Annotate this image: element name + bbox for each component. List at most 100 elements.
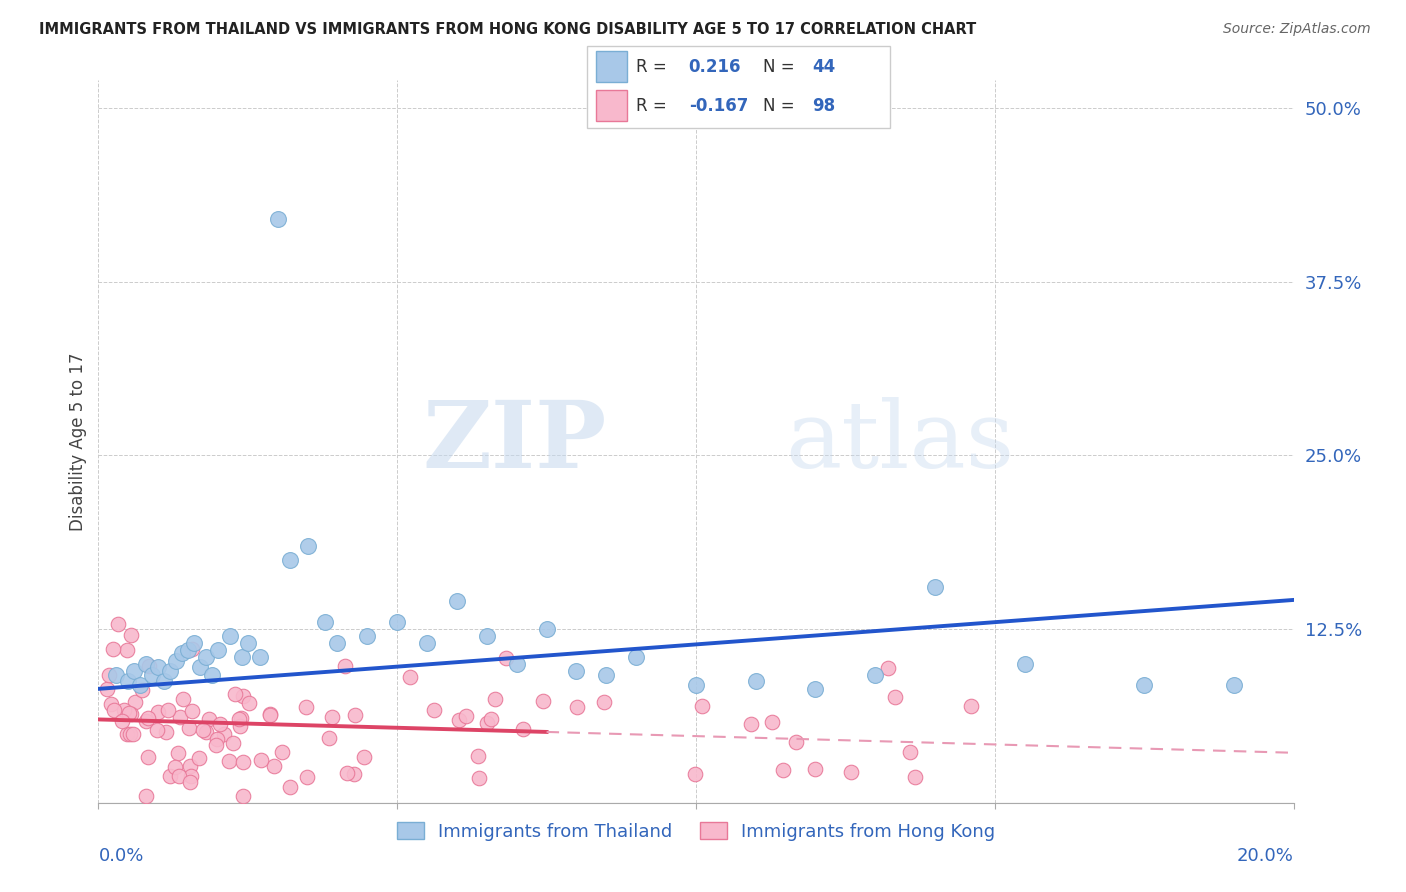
Point bbox=[141, 668, 163, 682]
Text: -0.167: -0.167 bbox=[689, 96, 748, 114]
Point bbox=[278, 552, 301, 566]
Point bbox=[179, 758, 201, 772]
Point bbox=[321, 710, 343, 724]
Point bbox=[98, 668, 121, 682]
Point bbox=[179, 775, 201, 789]
Point bbox=[683, 767, 706, 781]
Point bbox=[804, 762, 827, 776]
Text: 20.0%: 20.0% bbox=[1237, 847, 1294, 865]
Point bbox=[315, 615, 337, 630]
Point bbox=[531, 694, 554, 708]
Point bbox=[690, 698, 713, 713]
Point bbox=[399, 670, 422, 684]
Point bbox=[159, 770, 181, 784]
Point bbox=[120, 707, 142, 722]
Point bbox=[785, 735, 807, 749]
Point bbox=[761, 715, 783, 730]
Point bbox=[222, 736, 245, 750]
Point bbox=[267, 212, 290, 227]
Point bbox=[876, 660, 898, 674]
Point bbox=[333, 659, 356, 673]
Point bbox=[229, 711, 252, 725]
Point bbox=[1014, 657, 1036, 671]
Point bbox=[231, 649, 253, 664]
Point bbox=[115, 727, 138, 741]
Point bbox=[135, 789, 157, 803]
Point bbox=[194, 725, 217, 739]
Point bbox=[841, 765, 863, 780]
Text: 0.0%: 0.0% bbox=[98, 847, 143, 865]
Point bbox=[595, 668, 617, 682]
Point bbox=[169, 709, 191, 723]
Text: IMMIGRANTS FROM THAILAND VS IMMIGRANTS FROM HONG KONG DISABILITY AGE 5 TO 17 COR: IMMIGRANTS FROM THAILAND VS IMMIGRANTS F… bbox=[39, 22, 977, 37]
Point bbox=[772, 764, 794, 778]
Point bbox=[343, 708, 366, 723]
Point bbox=[959, 699, 981, 714]
Point bbox=[224, 687, 246, 701]
Point bbox=[181, 704, 204, 718]
Point bbox=[536, 622, 558, 636]
Point bbox=[297, 539, 319, 553]
Text: Source: ZipAtlas.com: Source: ZipAtlas.com bbox=[1223, 22, 1371, 37]
Point bbox=[446, 594, 468, 608]
Point bbox=[172, 692, 194, 706]
Point bbox=[205, 732, 228, 747]
Point bbox=[740, 717, 762, 731]
Point bbox=[219, 629, 242, 643]
Point bbox=[115, 642, 138, 657]
Point bbox=[117, 673, 139, 688]
Point bbox=[295, 699, 318, 714]
Text: ZIP: ZIP bbox=[422, 397, 606, 486]
Point bbox=[165, 760, 187, 774]
Point bbox=[198, 712, 221, 726]
Point bbox=[100, 697, 122, 711]
Point bbox=[136, 711, 159, 725]
Point bbox=[180, 641, 202, 656]
Point bbox=[326, 636, 349, 650]
Point bbox=[278, 780, 301, 795]
Text: 98: 98 bbox=[813, 96, 835, 114]
Point bbox=[165, 654, 187, 668]
Point bbox=[172, 646, 194, 660]
Point bbox=[118, 706, 141, 721]
Point bbox=[238, 696, 260, 710]
Point bbox=[120, 727, 142, 741]
Point bbox=[135, 714, 157, 728]
Point bbox=[120, 628, 142, 642]
Point bbox=[122, 727, 145, 741]
Point bbox=[565, 700, 588, 714]
Text: 0.216: 0.216 bbox=[689, 58, 741, 76]
Point bbox=[250, 753, 273, 767]
Point bbox=[259, 708, 281, 723]
Point bbox=[101, 642, 124, 657]
Point bbox=[156, 703, 179, 717]
Point bbox=[1223, 678, 1246, 692]
Point bbox=[103, 703, 125, 717]
Point bbox=[228, 713, 250, 727]
Point bbox=[512, 722, 534, 736]
Point bbox=[136, 750, 159, 764]
Point bbox=[454, 709, 477, 723]
Point bbox=[232, 789, 254, 803]
Point bbox=[188, 659, 211, 673]
Point bbox=[295, 770, 318, 784]
Point bbox=[356, 629, 378, 643]
Point bbox=[135, 657, 157, 671]
Point bbox=[477, 716, 499, 731]
Bar bbox=[596, 90, 627, 120]
Point bbox=[249, 649, 271, 664]
Point bbox=[148, 659, 170, 673]
Point bbox=[183, 636, 205, 650]
Text: atlas: atlas bbox=[786, 397, 1015, 486]
Point bbox=[904, 770, 927, 784]
Point bbox=[191, 723, 214, 737]
Text: 44: 44 bbox=[813, 58, 835, 76]
Y-axis label: Disability Age 5 to 17: Disability Age 5 to 17 bbox=[69, 352, 87, 531]
Point bbox=[506, 657, 529, 671]
Point bbox=[188, 750, 211, 764]
Point bbox=[481, 712, 503, 726]
Point bbox=[111, 714, 134, 729]
Point bbox=[112, 703, 135, 717]
Point bbox=[107, 617, 129, 632]
Legend: Immigrants from Thailand, Immigrants from Hong Kong: Immigrants from Thailand, Immigrants fro… bbox=[389, 814, 1002, 848]
